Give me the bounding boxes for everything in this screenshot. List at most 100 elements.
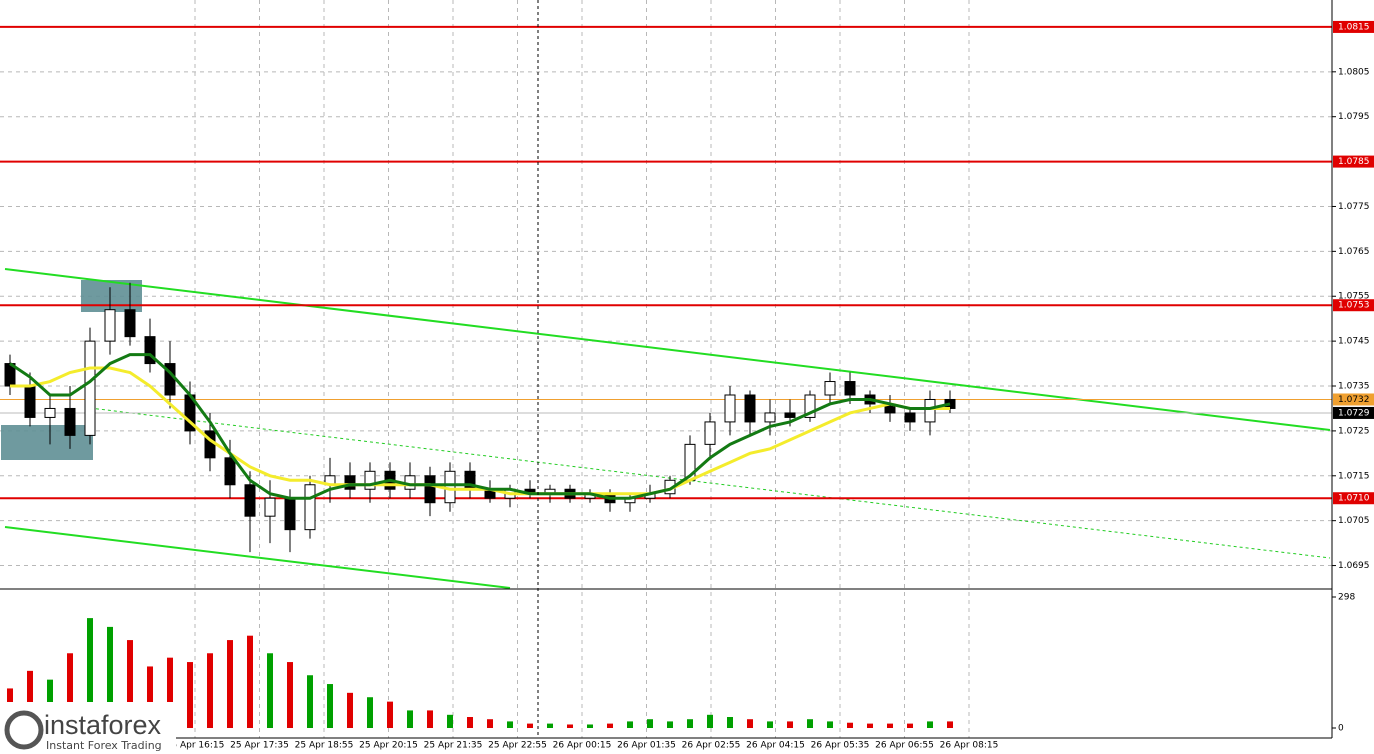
y-tick-label: 1.0805 [1338,67,1370,77]
level-label: 1.0753 [1338,301,1370,311]
candle-body [744,394,756,423]
y-tick-label: 1.0705 [1338,516,1370,526]
plot [0,25,1332,728]
volume-bar [607,723,613,728]
candle-body [304,484,316,531]
trend-line-dotted [89,407,1331,559]
x-tick-label: 25 Apr 22:55 [488,741,547,751]
volume-bar [867,723,873,728]
level-tag [1333,299,1374,312]
volume-bar [827,721,833,728]
bid-tag [1333,406,1374,419]
ask-label: 1.0732 [1338,395,1370,405]
level-label: 1.0785 [1338,157,1370,167]
candle-body [424,475,436,504]
volume-bar [947,721,953,728]
candle-body [144,336,156,365]
candle-body [124,309,136,338]
y-tick-label: 1.0755 [1338,292,1370,302]
volume-bar [687,719,693,728]
y-tick-label: 1.0795 [1338,112,1370,122]
volume-bar [327,684,333,728]
logo-icon [4,710,44,750]
candle-body [244,484,256,517]
x-tick-label: 26 Apr 00:15 [553,741,612,751]
volume-bar [367,697,373,728]
volume-bar [727,717,733,728]
volume-bar [407,710,413,728]
y-tick-label: 1.0765 [1338,247,1370,257]
volume-bar [747,719,753,728]
y-tick-label: 1.0775 [1338,202,1370,212]
volume-bar [627,721,633,728]
y-tick-label: 1.0715 [1338,471,1370,481]
volume-bar [287,662,293,728]
x-tick-label: 26 Apr 08:15 [940,741,999,751]
candle-body [364,470,376,490]
volume-bar [347,692,353,728]
zone-box [1,425,93,460]
volume-bar [507,721,513,728]
y-tick-label: 1.0745 [1338,337,1370,347]
volume-bar [447,714,453,728]
trend-line [4,526,511,589]
candle-body [224,457,236,486]
volume-bar [667,721,673,728]
volume-bar [167,657,173,728]
candle-body [824,381,836,396]
candle-body [104,309,116,342]
x-tick-label: 25 Apr 18:55 [295,741,354,751]
volume-bar [427,710,433,728]
volume-bar [267,653,273,728]
grid [0,0,1332,738]
volume-bar [647,719,653,728]
candle-body [264,497,276,517]
volume-bar [927,721,933,728]
candle-body [344,475,356,490]
x-tick-label: 25 Apr 17:35 [230,741,289,751]
bid-label: 1.0729 [1338,408,1370,418]
ask-tag [1333,393,1374,406]
x-tick-label: 26 Apr 02:55 [682,741,741,751]
candle-body [764,412,776,423]
candle-body [784,412,796,418]
logo-tagline: Instant Forex Trading [46,739,162,752]
volume-bar [227,640,233,728]
x-tick-label: 26 Apr 05:35 [811,741,870,751]
volume-bar [887,723,893,728]
volume-bar [707,714,713,728]
level-label: 1.0815 [1338,22,1370,32]
x-tick-label: 25 Apr 16:15 [166,741,225,751]
level-tag [1333,155,1374,168]
candle-body [724,394,736,423]
level-tag [1333,20,1374,33]
candle-body [84,340,96,436]
level-label: 1.0710 [1338,494,1370,504]
volume-bar [247,635,253,728]
volume-bar [387,701,393,728]
volume-bar [187,662,193,728]
volume-bar [87,618,93,728]
volume-bar [907,723,913,728]
candle-body [24,385,36,418]
candle-body [284,497,296,531]
axes: 1.0805 1.0795 1.0775 1.0765 1.0755 1.0745 1.07… [166,20,1374,751]
volume-tick-label: 298 [1338,593,1355,603]
candle-body [924,398,936,423]
volume-bar [567,724,573,728]
volume-bar [467,717,473,728]
volume-bar [487,719,493,728]
volume-bar [307,675,313,728]
candle-body [804,394,816,418]
y-tick-label: 1.0695 [1338,561,1370,571]
candle-body [704,421,716,445]
x-tick-label: 26 Apr 06:55 [875,741,934,751]
volume-bar [547,723,553,728]
volume-bar [807,719,813,728]
volume-bar [207,653,213,728]
volume-bar [767,721,773,728]
level-tag [1333,492,1374,505]
candle-body [44,407,56,418]
